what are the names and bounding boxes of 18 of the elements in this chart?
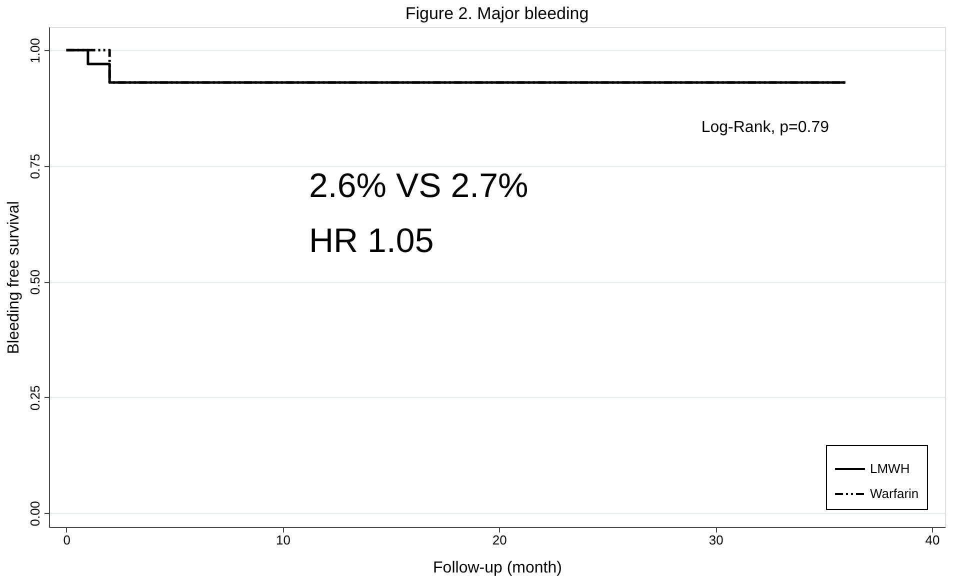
x-tick-label: 0	[63, 532, 70, 548]
y-tick-label: 0.00	[28, 500, 42, 526]
x-tick-label: 20	[492, 532, 507, 548]
annotation: Log-Rank, p=0.79	[701, 119, 830, 136]
legend-label: Warfarin	[870, 486, 919, 501]
x-tick-label: 10	[276, 532, 290, 548]
y-tick-label: 0.50	[28, 269, 42, 295]
x-tick-label: 40	[925, 532, 940, 548]
y-tick-label: 1.00	[28, 38, 42, 64]
x-axis-title: Follow-up (month)	[433, 560, 562, 576]
y-tick-label: 0.75	[28, 154, 42, 180]
annotation: 2.6% VS 2.7%	[309, 167, 528, 205]
y-axis-title: Bleeding free survival	[6, 201, 22, 354]
annotation: HR 1.05	[309, 222, 434, 260]
legend-label: LMWH	[870, 461, 910, 476]
y-tick-label: 0.25	[28, 385, 42, 411]
x-tick-label: 30	[708, 532, 724, 548]
chart-title: Figure 2. Major bleeding	[405, 4, 589, 23]
